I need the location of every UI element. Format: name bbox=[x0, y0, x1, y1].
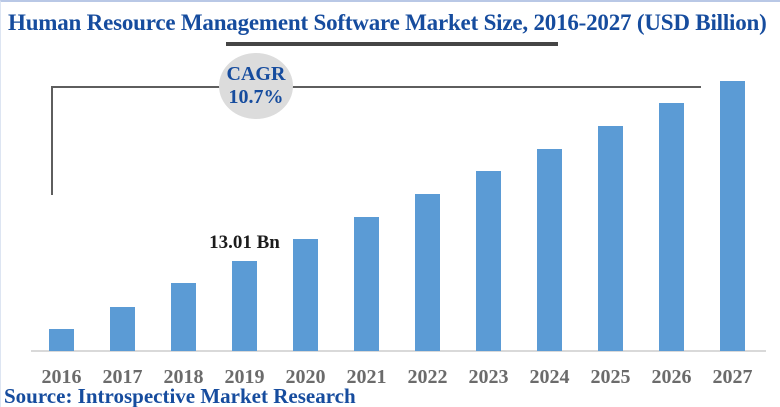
bar-2021 bbox=[354, 217, 379, 351]
x-axis-label-2019: 2019 bbox=[224, 366, 265, 388]
x-axis-line bbox=[31, 350, 766, 352]
cagr-connector-drop-line bbox=[51, 86, 53, 195]
cagr-connector-line bbox=[51, 86, 701, 88]
x-axis-label-2016: 2016 bbox=[41, 366, 82, 388]
x-axis-label-2026: 2026 bbox=[651, 366, 692, 388]
bar-2025 bbox=[598, 126, 623, 351]
bar-2024 bbox=[537, 149, 562, 351]
bar-2022 bbox=[415, 194, 440, 351]
chart-title: Human Resource Management Software Marke… bbox=[8, 10, 767, 35]
bar-2020 bbox=[293, 239, 318, 351]
cagr-badge-value: 10.7% bbox=[228, 86, 284, 108]
bar-2026 bbox=[659, 103, 684, 351]
bar-2019 bbox=[232, 261, 257, 351]
x-axis-label-2025: 2025 bbox=[590, 366, 631, 388]
source-note: Source: Introspective Market Research bbox=[4, 384, 356, 407]
x-axis-label-2024: 2024 bbox=[529, 366, 570, 388]
bar-value-label-2019: 13.01 Bn bbox=[209, 232, 280, 253]
bar-2018 bbox=[171, 283, 196, 351]
cagr-badge-label: CAGR bbox=[226, 63, 286, 85]
x-axis-label-2022: 2022 bbox=[407, 366, 448, 388]
x-axis-label-2027: 2027 bbox=[712, 366, 753, 388]
bar-2023 bbox=[476, 171, 501, 351]
x-axis-label-2020: 2020 bbox=[285, 366, 326, 388]
bar-2016 bbox=[49, 329, 74, 351]
x-axis-label-2021: 2021 bbox=[346, 366, 387, 388]
bar-2017 bbox=[110, 307, 135, 351]
cagr-badge: CAGR 10.7% bbox=[219, 53, 293, 119]
x-axis-label-2018: 2018 bbox=[163, 366, 204, 388]
title-underline bbox=[226, 42, 558, 46]
x-axis-label-2023: 2023 bbox=[468, 366, 509, 388]
bar-2027 bbox=[720, 81, 745, 351]
x-axis-label-2017: 2017 bbox=[102, 366, 143, 388]
